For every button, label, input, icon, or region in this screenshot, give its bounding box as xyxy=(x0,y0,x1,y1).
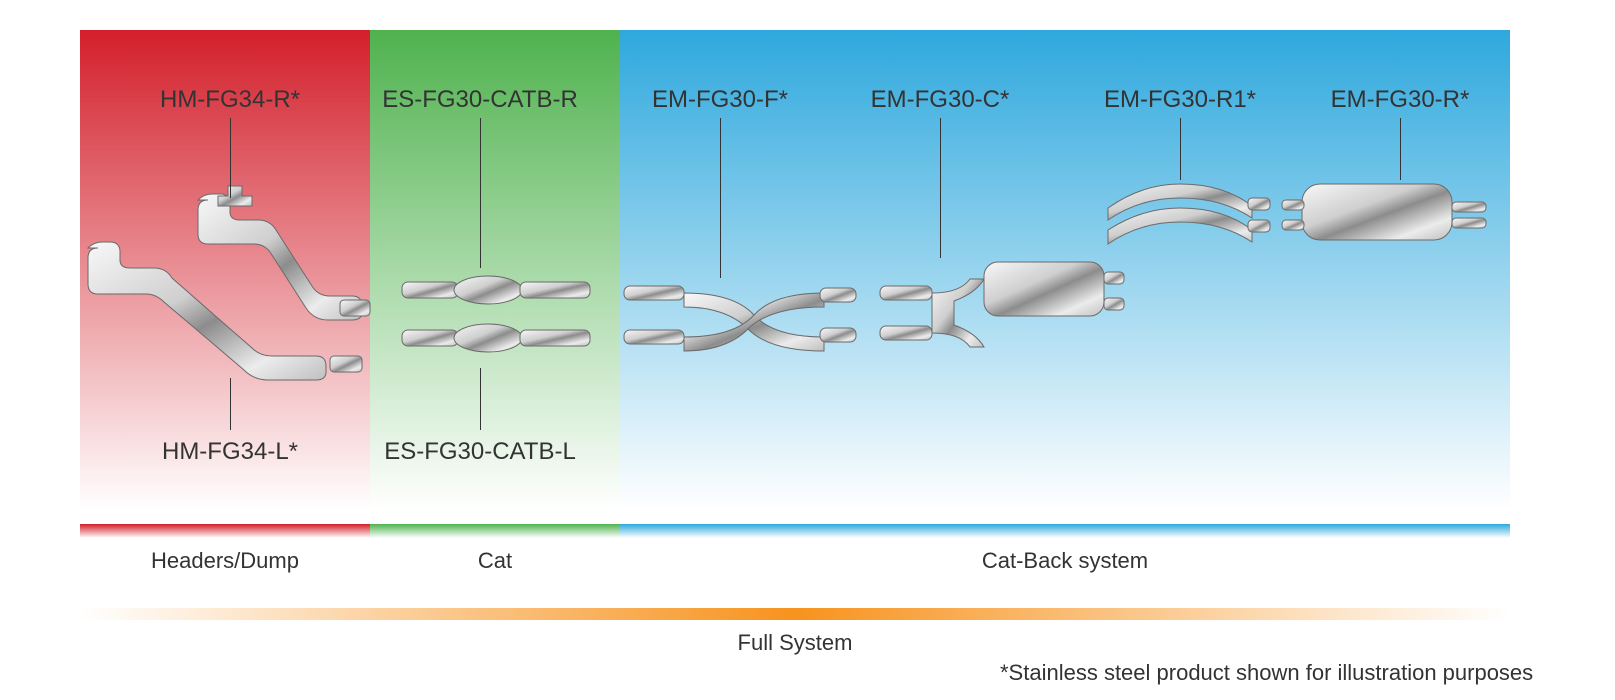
part-line-em-r1 xyxy=(1180,118,1181,180)
section-label-headers: Headers/Dump xyxy=(80,548,370,574)
section-bar-headers xyxy=(80,524,370,538)
section-label-cat: Cat xyxy=(370,548,620,574)
full-system-bar xyxy=(80,608,1510,620)
section-bar-catback xyxy=(620,524,1510,538)
part-label-em-c: EM-FG30-C* xyxy=(830,86,1050,114)
part-line-es-l xyxy=(480,368,481,430)
part-label-em-f: EM-FG30-F* xyxy=(610,86,830,114)
part-line-em-c xyxy=(940,118,941,258)
part-label-hm-l: HM-FG34-L* xyxy=(120,438,340,466)
part-label-em-r: EM-FG30-R* xyxy=(1290,86,1510,114)
part-line-em-r xyxy=(1400,118,1401,180)
section-label-catback: Cat-Back system xyxy=(620,548,1510,574)
footnote-text: *Stainless steel product shown for illus… xyxy=(1000,660,1533,686)
part-line-es-r xyxy=(480,118,481,268)
full-system-label: Full System xyxy=(80,630,1510,656)
section-bar-cat xyxy=(370,524,620,538)
part-line-hm-r xyxy=(230,118,231,198)
part-line-em-f xyxy=(720,118,721,278)
part-label-es-r: ES-FG30-CATB-R xyxy=(370,86,590,114)
part-label-es-l: ES-FG30-CATB-L xyxy=(370,438,590,466)
part-label-em-r1: EM-FG30-R1* xyxy=(1070,86,1290,114)
part-label-hm-r: HM-FG34-R* xyxy=(120,86,340,114)
part-line-hm-l xyxy=(230,378,231,430)
